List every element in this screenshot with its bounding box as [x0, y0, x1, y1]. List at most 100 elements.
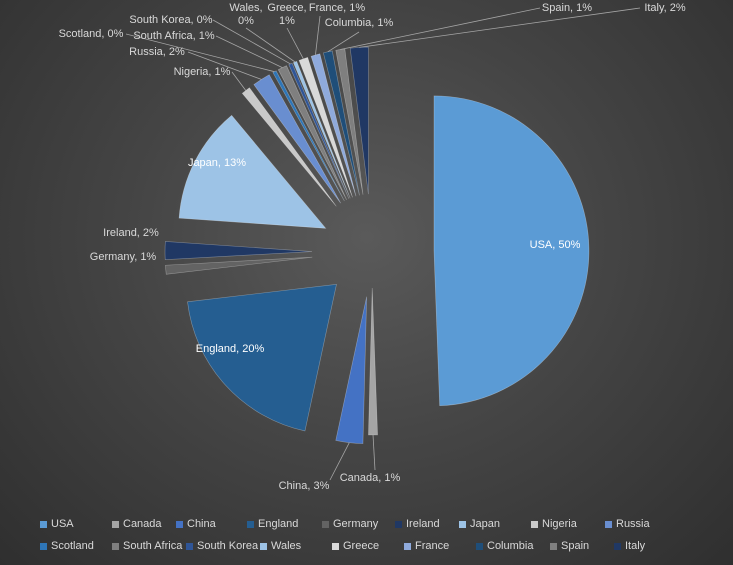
leader-line [125, 33, 275, 73]
pie-slice-scotland [272, 70, 345, 202]
legend-swatch [404, 542, 411, 550]
pie-slice-england [187, 283, 337, 432]
leader-line [245, 27, 296, 63]
legend-item-china: China [176, 518, 247, 530]
legend-item-france: France [404, 540, 476, 552]
legend-item-canada: Canada [112, 518, 176, 530]
legend-item-south-korea: South Korea [186, 540, 260, 552]
legend-swatch [112, 542, 119, 550]
data-label-spain: Spain, 1% [542, 2, 592, 14]
legend-item-spain: Spain [550, 540, 614, 552]
legend-swatch [614, 542, 621, 550]
legend-item-columbia: Columbia [476, 540, 550, 552]
legend-label: Nigeria [542, 518, 577, 530]
legend-label: China [187, 518, 216, 530]
legend-item-italy: Italy [614, 540, 674, 552]
legend-swatch [176, 520, 183, 528]
leader-line [327, 31, 360, 53]
leader-line [340, 7, 541, 50]
legend-row: USA Canada China England Germany Ireland Japan… [40, 513, 720, 535]
pie-slice-south-korea [288, 62, 350, 199]
legend-item-germany: Germany [322, 518, 395, 530]
data-label-usa: USA, 50% [530, 239, 581, 251]
data-label-china: China, 3% [279, 480, 330, 492]
legend-label: France [415, 540, 450, 552]
legend-label: South Africa [123, 540, 183, 552]
pie-slice-canada [368, 287, 378, 436]
legend-swatch [550, 542, 557, 550]
data-label-ireland: Ireland, 2% [103, 227, 159, 239]
legend-item-scotland: Scotland [40, 540, 112, 552]
legend-item-usa: USA [40, 518, 112, 530]
leader-line [359, 7, 641, 48]
pie-slice-greece [298, 57, 353, 198]
data-label-germany: Germany, 1% [90, 251, 157, 263]
legend-label: Scotland [51, 540, 94, 552]
pie-slice-china [335, 296, 367, 444]
legend-item-ireland: Ireland [395, 518, 459, 530]
pie-slice-japan [178, 114, 327, 229]
legend-label: Canada [123, 518, 162, 530]
legend-swatch [322, 520, 329, 528]
data-label-france: France, 1% [309, 2, 365, 14]
legend-item-wales: Wales [260, 540, 332, 552]
legend-label: Wales [271, 540, 302, 552]
legend-swatch [112, 520, 119, 528]
legend-swatch [186, 542, 193, 550]
legend-label: USA [51, 518, 74, 530]
legend-label: Russia [616, 518, 650, 530]
leader-line [215, 35, 283, 68]
leader-line [231, 71, 247, 91]
pie-slice-south-africa [277, 65, 347, 200]
pie-slice-ireland [164, 241, 313, 260]
data-label-canada: Canada, 1% [340, 472, 401, 484]
data-label-south-korea: South Korea, 0% [129, 14, 212, 26]
data-label-russia: Russia, 2% [129, 46, 185, 58]
legend-label: Japan [470, 518, 500, 530]
data-label-nigeria: Nigeria, 1% [174, 66, 231, 78]
data-label-greece: Greece, 1% [267, 2, 306, 27]
legend-label: Spain [561, 540, 590, 552]
data-label-scotland: Scotland, 0% [59, 28, 124, 40]
data-label-japan: Japan, 13% [188, 157, 246, 169]
legend-row: Scotland South Africa South Korea Wales Gree… [40, 535, 720, 557]
legend-item-japan: Japan [459, 518, 531, 530]
legend: USA Canada China England Germany Ireland Japan… [40, 513, 720, 557]
legend-label: Ireland [406, 518, 440, 530]
legend-swatch [459, 520, 466, 528]
legend-label: South Korea [197, 540, 259, 552]
legend-label: Germany [333, 518, 379, 530]
leader-line [329, 442, 350, 481]
leader-line [315, 15, 321, 55]
legend-swatch [40, 520, 47, 528]
legend-label: England [258, 518, 299, 530]
data-label-columbia: Columbia, 1% [325, 17, 394, 29]
legend-item-russia: Russia [605, 518, 665, 530]
legend-swatch [531, 520, 538, 528]
legend-item-greece: Greece [332, 540, 404, 552]
legend-item-south-africa: South Africa [112, 540, 186, 552]
legend-swatch [332, 542, 339, 550]
data-label-wales: Wales, 0% [229, 2, 262, 27]
legend-swatch [247, 520, 254, 528]
leader-line [286, 27, 304, 60]
data-label-italy: Italy, 2% [644, 2, 686, 14]
leader-line [187, 51, 262, 80]
data-label-south-africa: South Africa, 1% [133, 30, 215, 42]
legend-swatch [40, 542, 47, 550]
legend-item-nigeria: Nigeria [531, 518, 605, 530]
leader-line [372, 434, 376, 471]
data-label-england: England, 20% [196, 343, 265, 355]
legend-swatch [260, 542, 267, 550]
legend-label: Greece [343, 540, 380, 552]
legend-swatch [605, 520, 612, 528]
pie-slice-germany [165, 256, 313, 275]
legend-swatch [395, 520, 402, 528]
legend-item-england: England [247, 518, 322, 530]
pie-slice-usa [433, 95, 590, 407]
legend-label: Italy [625, 540, 646, 552]
legend-label: Columbia [487, 540, 534, 552]
leader-line [212, 19, 291, 65]
